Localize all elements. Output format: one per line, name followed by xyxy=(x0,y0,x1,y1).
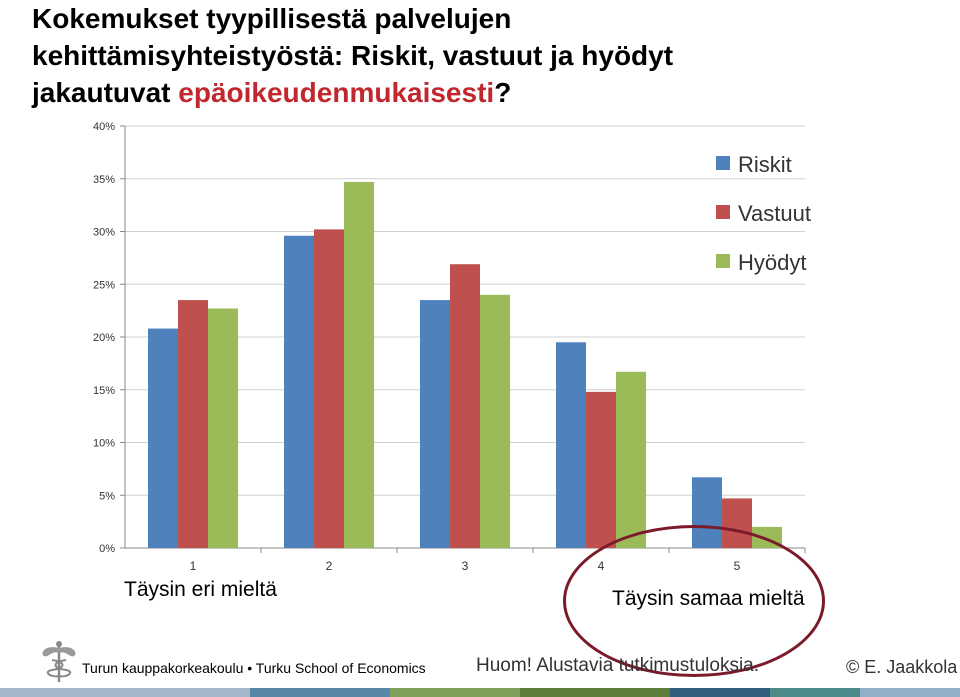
y-tick-label: 20% xyxy=(93,332,115,344)
y-tick-label: 10% xyxy=(93,438,115,450)
slide-title: Kokemukset tyypillisestä palvelujen kehi… xyxy=(32,0,932,111)
bar-vastuut-1 xyxy=(178,300,208,548)
highlight-ellipse xyxy=(563,525,825,677)
title-line-2: kehittämisyhteistyöstä: Riskit, vastuut … xyxy=(32,40,674,71)
legend-swatch-hyödyt xyxy=(716,254,730,268)
bar-hyödyt-3 xyxy=(480,294,510,548)
scale-label-left: Täysin eri mieltä xyxy=(124,578,277,601)
y-tick-label: 25% xyxy=(93,279,115,291)
legend-label-hyödyt: Hyödyt xyxy=(738,250,806,275)
footer-copyright: © E. Jaakkola xyxy=(846,657,958,677)
caduceus-logo-icon xyxy=(38,640,80,689)
legend-swatch-vastuut xyxy=(716,205,730,219)
y-tick-label: 0% xyxy=(99,543,115,555)
title-highlight: epäoikeudenmukaisesti xyxy=(178,77,495,108)
bar-riskit-1 xyxy=(148,328,178,548)
y-tick-label: 40% xyxy=(93,121,115,133)
y-tick-label: 15% xyxy=(93,385,115,397)
y-tick-label: 35% xyxy=(93,174,115,186)
x-tick-label: 2 xyxy=(326,559,333,573)
title-line-1: Kokemukset tyypillisestä palvelujen xyxy=(32,3,512,34)
legend-label-vastuut: Vastuut xyxy=(738,201,811,226)
footer-note: Huom! Alustavia tutkimustuloksia. xyxy=(476,655,760,676)
bar-hyödyt-2 xyxy=(344,181,374,549)
bottom-color-bar xyxy=(0,688,960,697)
legend-label-riskit: Riskit xyxy=(738,152,792,177)
bar-riskit-2 xyxy=(284,235,314,548)
x-tick-label: 1 xyxy=(190,559,197,573)
title-line-3: jakautuvat epäoikeudenmukaisesti? xyxy=(32,74,932,111)
bar-riskit-3 xyxy=(420,300,450,548)
bar-vastuut-2 xyxy=(314,229,344,548)
bar-vastuut-3 xyxy=(450,264,480,548)
bar-vastuut-4 xyxy=(586,391,616,548)
footer-institution: Turun kauppakorkeakoulu • Turku School o… xyxy=(82,660,426,676)
scale-label-right: Täysin samaa mieltä xyxy=(612,587,805,610)
title-question-mark: ? xyxy=(494,77,512,108)
y-tick-label: 30% xyxy=(93,227,115,239)
bar-hyödyt-1 xyxy=(208,308,238,548)
bar-riskit-4 xyxy=(556,342,586,548)
title-line-3-start: jakautuvat xyxy=(32,77,179,108)
bar-hyödyt-4 xyxy=(616,371,646,548)
x-tick-label: 3 xyxy=(462,559,469,573)
legend-swatch-riskit xyxy=(716,156,730,170)
y-tick-label: 5% xyxy=(99,490,115,502)
